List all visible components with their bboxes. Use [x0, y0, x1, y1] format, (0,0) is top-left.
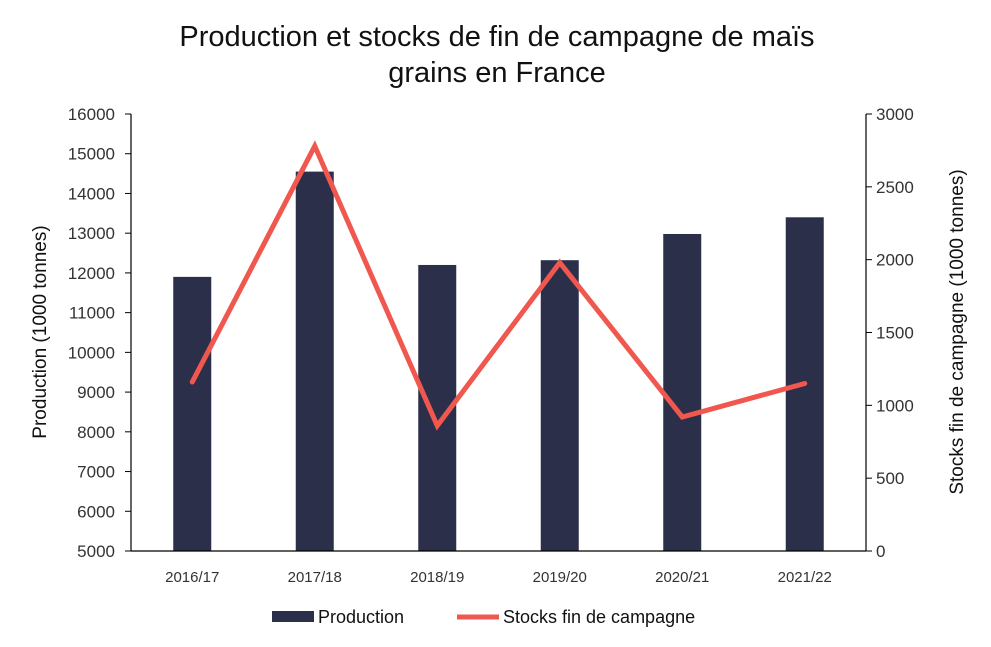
line-group: [189, 140, 808, 431]
left-tick-label: 14000: [68, 184, 115, 203]
category-label: 2017/18: [288, 569, 342, 586]
bar-production: [173, 276, 212, 551]
bar-production: [295, 171, 334, 551]
legend-label-stocks: Stocks fin de campagne: [503, 607, 695, 627]
category-label: 2019/20: [533, 569, 587, 586]
left-tick-label: 10000: [68, 343, 115, 362]
right-tick-label: 3000: [876, 105, 914, 124]
bar-production: [540, 260, 579, 551]
right-ticks-group: 0 500 1000 1500 2000 2500 3000: [866, 105, 914, 561]
right-tick-label: 1000: [876, 396, 914, 415]
right-tick-label: 500: [876, 469, 904, 488]
left-tick-label: 5000: [77, 542, 115, 561]
left-tick-label: 11000: [69, 304, 115, 323]
category-labels-group: 2016/17 2017/18 2018/19 2019/20 2020/21 2021/…: [165, 569, 832, 586]
category-label: 2020/21: [655, 569, 709, 586]
left-ticks-group: 5000 6000 7000 8000 9000 10000 11000 12000 13000…: [68, 105, 131, 561]
line-stocks: [189, 140, 808, 431]
right-tick-label: 1500: [876, 324, 914, 343]
chart-title-line-2: grains en France: [388, 57, 606, 89]
right-tick-label: 2000: [876, 251, 914, 270]
left-tick-label: 7000: [77, 463, 115, 482]
bar-production: [663, 233, 702, 551]
category-label: 2016/17: [165, 569, 219, 586]
right-tick-label: 2500: [876, 178, 914, 197]
left-tick-label: 8000: [77, 423, 115, 442]
legend-swatch-production: [272, 611, 314, 622]
y-axis-left-title: Production (1000 tonnes): [30, 225, 51, 438]
category-label: 2021/22: [778, 569, 832, 586]
y-axis-right-title: Stocks fin de campagne (1000 tonnes): [947, 169, 968, 494]
chart-title-line-1: Production et stocks de fin de campagne …: [179, 21, 814, 53]
legend-label-production: Production: [318, 607, 404, 627]
left-tick-label: 9000: [77, 383, 115, 402]
left-tick-label: 6000: [77, 502, 115, 521]
left-tick-label: 15000: [68, 145, 115, 164]
left-tick-label: 13000: [68, 224, 115, 243]
category-label: 2018/19: [410, 569, 464, 586]
right-tick-label: 0: [876, 542, 885, 561]
left-tick-label: 12000: [68, 264, 115, 283]
left-tick-label: 16000: [68, 105, 115, 124]
